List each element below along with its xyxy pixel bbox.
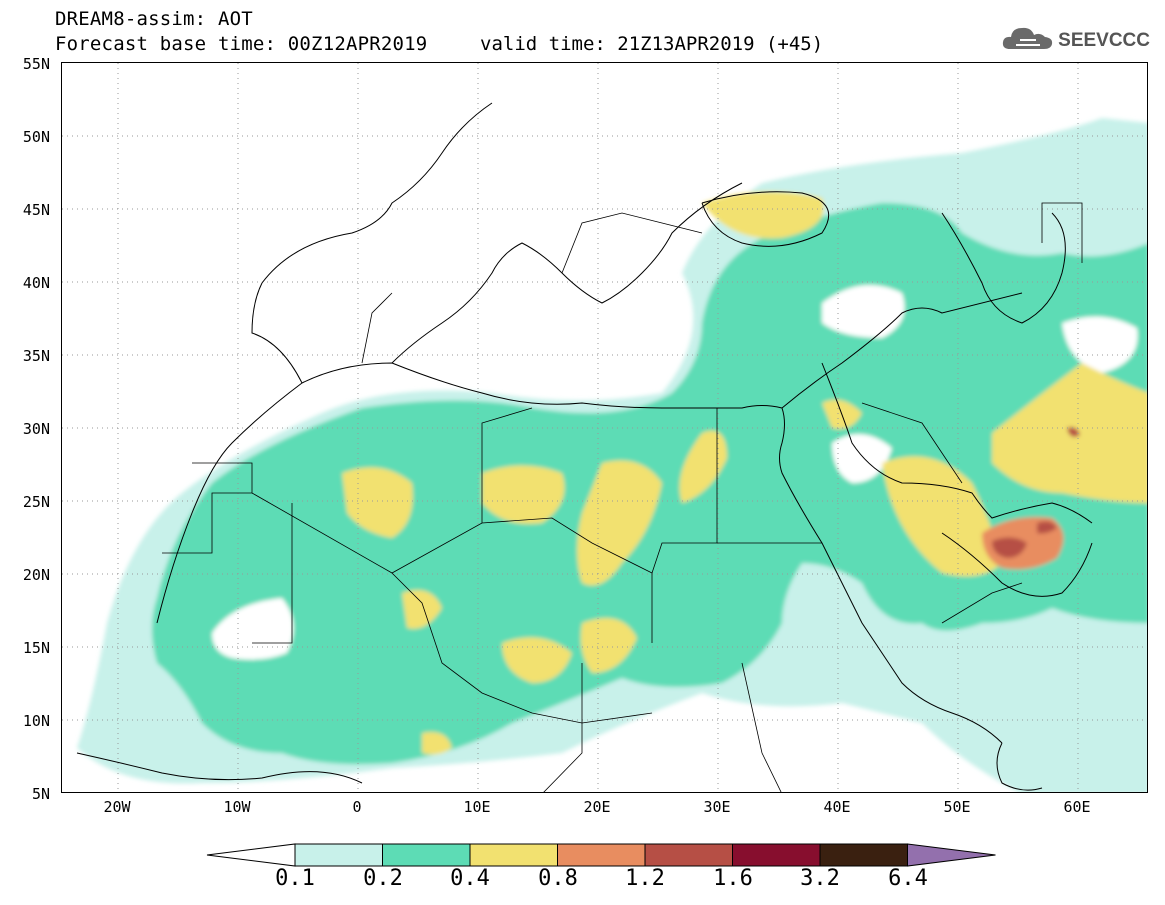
colorbar-segment	[644, 843, 733, 867]
map-plot-area	[61, 62, 1148, 793]
colorbar-segment	[732, 843, 821, 867]
seevccc-logo: SEEVCCC	[1002, 25, 1150, 57]
logo-text: SEEVCCC	[1058, 30, 1150, 51]
lat-label: 50N	[22, 128, 50, 146]
lon-label: 10E	[463, 798, 491, 816]
aot-fill-layer	[77, 118, 1147, 792]
colorbar-segment	[819, 843, 908, 867]
lat-label: 15N	[22, 639, 50, 657]
colorbar-segment	[294, 843, 383, 867]
aot-contour-0.4	[342, 191, 1147, 755]
lat-label: 20N	[22, 566, 50, 584]
colorbar-label: 1.2	[625, 866, 665, 891]
valid-time: valid time: 21Z13APR2019 (+45)	[480, 33, 824, 55]
lat-label: 40N	[22, 274, 50, 292]
lon-label: 50E	[943, 798, 971, 816]
map-title: DREAM8-assim: AOT	[55, 8, 253, 30]
colorbar-label: 0.8	[538, 866, 578, 891]
aot-contour-1.2	[992, 427, 1080, 558]
colorbar-label: 3.2	[800, 866, 840, 891]
lon-label: 60E	[1063, 798, 1091, 816]
lon-label: 20W	[103, 798, 131, 816]
lon-label: 30E	[703, 798, 731, 816]
cloud-icon	[1002, 25, 1054, 57]
aot-field-map	[62, 63, 1147, 792]
colorbar-segment	[469, 843, 558, 867]
colorbar-under-arrow	[206, 843, 296, 867]
colorbar-over-arrow	[907, 843, 996, 867]
colorbar-label: 6.4	[888, 866, 928, 891]
colorbar-label: 0.4	[450, 866, 490, 891]
lat-label: 10N	[22, 712, 50, 730]
lat-label: 45N	[22, 201, 50, 219]
colorbar	[206, 843, 996, 867]
colorbar-label: 1.6	[713, 866, 753, 891]
lat-label: 55N	[22, 55, 50, 73]
lat-label: 30N	[22, 420, 50, 438]
forecast-base-time: Forecast base time: 00Z12APR2019	[55, 33, 428, 55]
lat-label: 25N	[22, 493, 50, 511]
lat-label: 5N	[31, 785, 50, 803]
colorbar-segment	[382, 843, 471, 867]
lon-label: 40E	[823, 798, 851, 816]
graticule	[62, 63, 1147, 792]
lon-label: 0	[352, 798, 362, 816]
colorbar-segment	[557, 843, 646, 867]
country-borders	[162, 202, 1083, 792]
lat-label: 35N	[22, 347, 50, 365]
lon-label: 10W	[223, 798, 251, 816]
colorbar-label: 0.1	[275, 866, 315, 891]
lon-label: 20E	[583, 798, 611, 816]
colorbar-label: 0.2	[363, 866, 403, 891]
